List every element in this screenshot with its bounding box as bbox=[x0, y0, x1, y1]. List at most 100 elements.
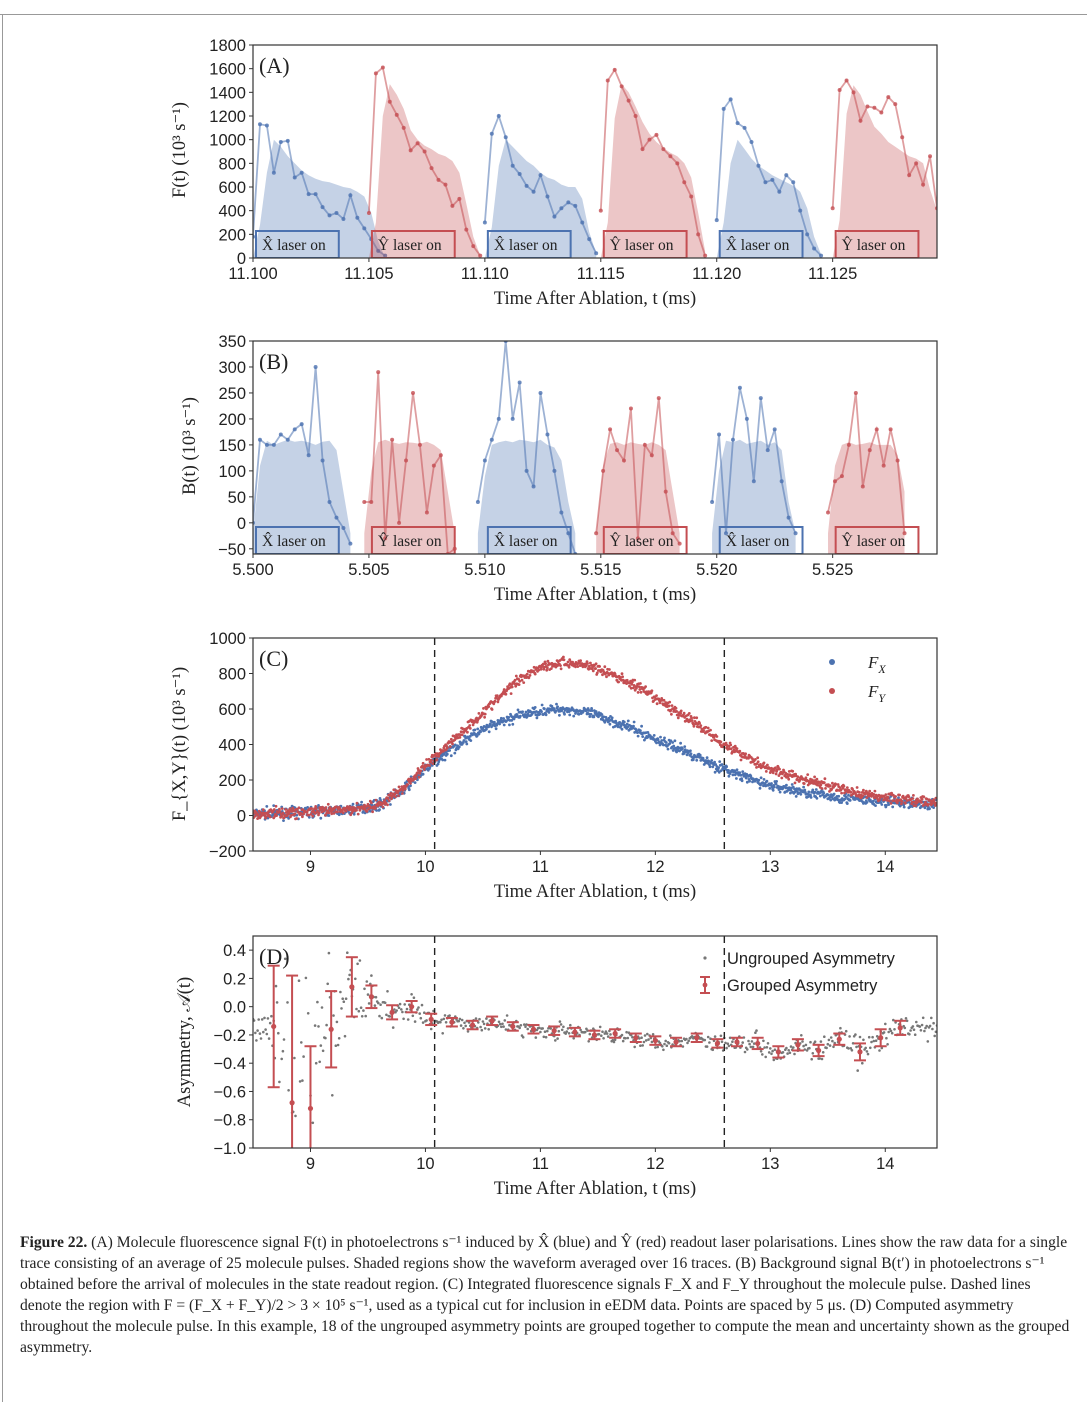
ungrouped-point bbox=[393, 1008, 396, 1011]
data-point bbox=[636, 731, 639, 734]
ungrouped-point bbox=[749, 1045, 753, 1049]
raw-point bbox=[886, 95, 891, 100]
data-point bbox=[397, 785, 401, 789]
data-point bbox=[282, 819, 285, 822]
raw-point bbox=[615, 448, 620, 453]
x-tick-label: 11.115 bbox=[577, 265, 625, 283]
data-point bbox=[302, 812, 305, 816]
ungrouped-point bbox=[293, 1056, 296, 1060]
raw-point bbox=[510, 163, 515, 168]
ungrouped-point bbox=[410, 993, 413, 996]
ungrouped-point bbox=[479, 1025, 482, 1029]
ungrouped-point bbox=[658, 1041, 662, 1045]
ungrouped-point bbox=[318, 1060, 322, 1064]
data-point bbox=[814, 788, 818, 791]
raw-point bbox=[373, 71, 378, 76]
raw-point bbox=[524, 183, 529, 188]
data-point bbox=[646, 731, 650, 734]
ungrouped-point bbox=[537, 1026, 541, 1030]
ungrouped-point bbox=[463, 1021, 466, 1025]
ungrouped-point bbox=[564, 1032, 567, 1035]
y-tick-label: 0 bbox=[237, 808, 246, 826]
ungrouped-point bbox=[613, 1038, 617, 1041]
ungrouped-point bbox=[609, 1033, 612, 1036]
ungrouped-point bbox=[725, 1046, 728, 1050]
ungrouped-point bbox=[862, 1038, 865, 1042]
data-point bbox=[618, 721, 622, 724]
data-point bbox=[774, 772, 778, 776]
raw-point bbox=[865, 104, 870, 109]
ungrouped-point bbox=[662, 1048, 665, 1052]
ungrouped-point bbox=[367, 1002, 371, 1005]
raw-point bbox=[793, 531, 798, 536]
raw-point bbox=[812, 246, 817, 251]
legend-label: FY bbox=[867, 682, 886, 705]
data-point bbox=[502, 688, 506, 691]
ungrouped-point bbox=[904, 1017, 908, 1020]
data-point bbox=[332, 812, 336, 815]
ungrouped-point bbox=[639, 1044, 642, 1047]
raw-point bbox=[619, 84, 624, 89]
data-point bbox=[849, 790, 853, 794]
ungrouped-point bbox=[741, 1041, 744, 1044]
ungrouped-point bbox=[788, 1051, 792, 1055]
ungrouped-point bbox=[413, 1020, 417, 1023]
raw-point bbox=[417, 442, 422, 447]
ungrouped-point bbox=[908, 1033, 911, 1036]
data-point bbox=[552, 707, 556, 711]
ungrouped-point bbox=[827, 1038, 831, 1042]
ungrouped-point bbox=[856, 1069, 859, 1072]
ungrouped-point bbox=[820, 1057, 824, 1061]
data-point bbox=[305, 810, 309, 814]
ungrouped-point bbox=[875, 1035, 879, 1038]
data-point bbox=[917, 802, 921, 806]
raw-point bbox=[401, 125, 406, 130]
data-point bbox=[419, 769, 423, 773]
data-point bbox=[690, 719, 694, 722]
raw-point bbox=[735, 121, 740, 126]
data-point bbox=[465, 742, 469, 746]
data-point bbox=[586, 662, 589, 665]
data-point bbox=[268, 815, 272, 819]
raw-point bbox=[874, 427, 879, 432]
data-point bbox=[636, 691, 640, 694]
data-point bbox=[698, 753, 702, 757]
data-point bbox=[290, 813, 293, 817]
data-point bbox=[445, 746, 449, 750]
data-point bbox=[301, 815, 304, 819]
data-point bbox=[453, 751, 457, 755]
data-point bbox=[518, 679, 522, 683]
raw-point bbox=[517, 380, 522, 385]
ungrouped-point bbox=[813, 1040, 817, 1043]
data-point bbox=[692, 724, 696, 728]
ungrouped-point bbox=[379, 1003, 382, 1006]
ungrouped-point bbox=[909, 1029, 912, 1032]
panel-b: X̂ laser on Ŷ laser on X̂ laser on Ŷ laser … bbox=[180, 333, 938, 605]
grouped-point bbox=[857, 1049, 863, 1055]
raw-point bbox=[758, 396, 763, 401]
ungrouped-point bbox=[849, 1047, 853, 1050]
ungrouped-point bbox=[804, 1043, 808, 1047]
ungrouped-point bbox=[459, 1024, 463, 1027]
data-point bbox=[260, 813, 264, 817]
raw-point bbox=[668, 154, 673, 159]
ungrouped-point bbox=[562, 1025, 565, 1029]
ungrouped-point bbox=[912, 1028, 916, 1031]
data-point bbox=[622, 720, 626, 724]
data-point bbox=[768, 787, 772, 790]
y-tick-label: −200 bbox=[209, 843, 246, 861]
ungrouped-point bbox=[621, 1039, 625, 1043]
x-tick-label: 5.505 bbox=[348, 561, 389, 579]
data-point bbox=[549, 667, 553, 670]
ungrouped-point bbox=[317, 1025, 320, 1028]
data-point bbox=[387, 799, 391, 802]
raw-point bbox=[675, 161, 680, 166]
data-point bbox=[448, 745, 452, 748]
data-point bbox=[375, 809, 378, 812]
panel-label: (D) bbox=[259, 944, 290, 969]
ungrouped-point bbox=[539, 1030, 542, 1034]
data-point bbox=[493, 699, 497, 703]
data-point bbox=[843, 791, 846, 795]
data-point bbox=[374, 798, 378, 802]
raw-point bbox=[299, 170, 304, 175]
